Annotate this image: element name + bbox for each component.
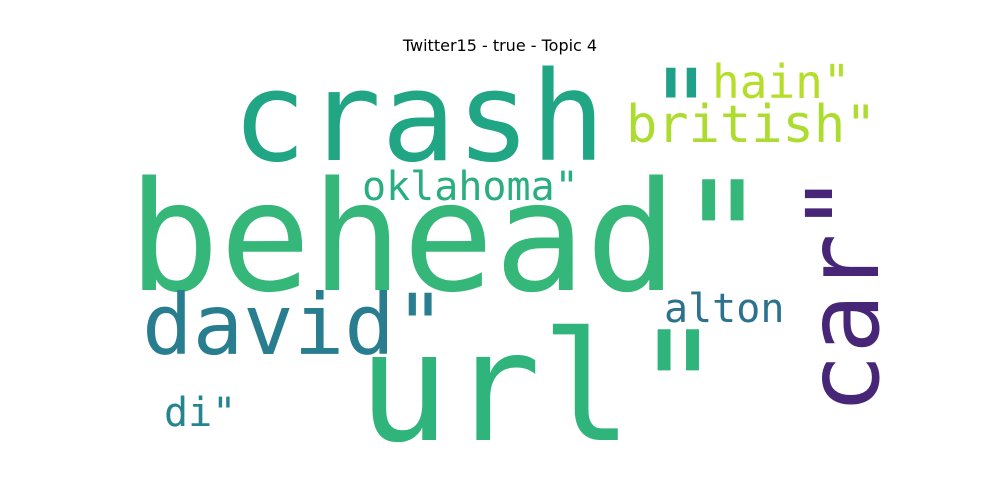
word-2: url" — [358, 299, 724, 476]
word-9: oklahoma" — [362, 164, 579, 210]
word-3: crash — [232, 46, 605, 190]
word-10: alton — [664, 286, 784, 332]
chart-title: Twitter15 - true - Topic 4 — [402, 36, 598, 55]
word-4: car" — [785, 173, 902, 414]
word-6: " — [648, 46, 714, 174]
word-1: behead" — [128, 149, 769, 326]
word-8: hain" — [712, 55, 850, 109]
word-5: david" — [142, 276, 445, 374]
word-11: di" — [164, 390, 236, 436]
word-7: british" — [626, 95, 876, 155]
